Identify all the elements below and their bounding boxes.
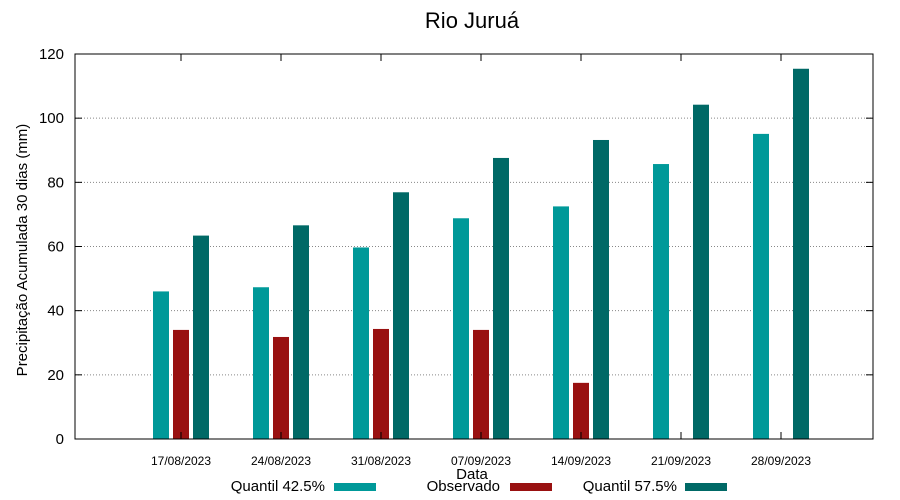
bar-quantil-57-5--3 — [493, 157, 509, 439]
bar-quantil-57-5--0 — [193, 235, 209, 439]
bar-observado-2 — [373, 328, 389, 439]
bar-quantil-57-5--4 — [593, 139, 609, 439]
bar-quantil-42-5--3 — [453, 218, 469, 439]
y-tick-label: 100 — [39, 110, 64, 127]
bar-observado-4 — [573, 382, 589, 439]
legend-swatch — [510, 483, 552, 491]
bar-quantil-42-5--1 — [253, 287, 269, 439]
x-tick-label: 28/09/2023 — [751, 454, 811, 468]
y-tick-label: 60 — [47, 239, 64, 256]
x-axis-label: Data — [456, 466, 488, 483]
x-tick-label: 07/09/2023 — [451, 454, 511, 468]
bar-quantil-57-5--2 — [393, 192, 409, 439]
legend-swatch — [685, 483, 727, 491]
bar-quantil-42-5--5 — [653, 164, 669, 439]
legend-swatch — [334, 483, 376, 491]
chart-title: Rio Juruá — [425, 8, 520, 33]
bar-quantil-42-5--0 — [153, 291, 169, 439]
y-tick-label: 80 — [47, 174, 64, 191]
bar-quantil-42-5--2 — [353, 247, 369, 439]
legend-label: Quantil 57.5% — [583, 478, 677, 495]
legend-label: Quantil 42.5% — [231, 478, 325, 495]
y-tick-label: 120 — [39, 46, 64, 63]
y-tick-label: 40 — [47, 303, 64, 320]
x-tick-label: 17/08/2023 — [151, 454, 211, 468]
bar-observado-1 — [273, 336, 289, 439]
bar-quantil-42-5--6 — [753, 133, 769, 439]
bar-observado-0 — [173, 329, 189, 439]
bars — [153, 68, 809, 440]
x-tick-label: 31/08/2023 — [351, 454, 411, 468]
bar-observado-3 — [473, 329, 489, 439]
bar-quantil-57-5--1 — [293, 225, 309, 439]
x-tick-label: 14/09/2023 — [551, 454, 611, 468]
x-axis: 17/08/2023 24/08/2023 31/08/2023 07/09/2023… — [151, 54, 811, 468]
x-tick-label: 21/09/2023 — [651, 454, 711, 468]
bar-quantil-42-5--4 — [553, 206, 569, 439]
y-axis-label: Precipitação Acumulada 30 dias (mm) — [14, 124, 31, 377]
bar-quantil-57-5--5 — [693, 104, 709, 440]
legend-label: Observado — [427, 478, 500, 495]
y-tick-label: 20 — [47, 367, 64, 384]
x-tick-label: 24/08/2023 — [251, 454, 311, 468]
y-tick-label: 0 — [56, 431, 64, 448]
y-axis: 0 20 40 60 80 100 120 — [39, 46, 873, 448]
legend: Quantil 42.5% Observado Quantil 57.5% — [231, 478, 727, 495]
bar-quantil-57-5--6 — [793, 68, 809, 439]
